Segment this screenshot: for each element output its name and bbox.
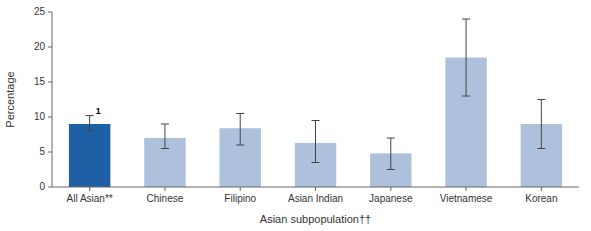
y-tick-label: 10 bbox=[34, 111, 46, 122]
x-tick-label: Asian Indian bbox=[288, 193, 343, 204]
y-tick bbox=[48, 82, 52, 83]
error-bar-cap-low bbox=[537, 148, 545, 149]
error-bar-stem bbox=[89, 116, 90, 131]
error-bar bbox=[537, 100, 545, 149]
annotation: 1 bbox=[96, 106, 101, 116]
error-bar-cap-high bbox=[161, 124, 169, 125]
x-tick bbox=[240, 187, 241, 191]
plot-area bbox=[69, 19, 562, 187]
x-tick bbox=[315, 187, 316, 191]
chart-container: 0 5 10 15 20 25 All Asian** Chinese Filipino Asia… bbox=[0, 0, 591, 231]
error-bar-stem bbox=[390, 138, 391, 170]
bar bbox=[69, 124, 110, 187]
error-bar-cap-low bbox=[86, 131, 94, 132]
error-bar-cap-high bbox=[236, 113, 244, 114]
error-bar-cap-low bbox=[236, 145, 244, 146]
x-tick-label: Korean bbox=[525, 193, 557, 204]
error-bar bbox=[86, 116, 94, 131]
error-bar bbox=[161, 124, 169, 149]
error-bar-cap-high bbox=[537, 99, 545, 100]
error-bar-stem bbox=[315, 121, 316, 163]
error-bar-cap-low bbox=[161, 148, 169, 149]
y-tick bbox=[48, 187, 52, 188]
x-tick-label: Japanese bbox=[369, 193, 413, 204]
y-axis-title: Percentage bbox=[4, 71, 16, 127]
x-tick bbox=[164, 187, 165, 191]
x-tick-label: Filipino bbox=[224, 193, 256, 204]
y-tick bbox=[48, 12, 52, 13]
y-tick-label: 25 bbox=[34, 6, 46, 17]
y-tick bbox=[48, 117, 52, 118]
y-tick-label: 0 bbox=[39, 181, 45, 192]
x-tick-label: All Asian** bbox=[67, 193, 113, 204]
error-bar-stem bbox=[541, 100, 542, 149]
y-axis-line bbox=[52, 12, 53, 187]
error-bar-cap-low bbox=[462, 96, 470, 97]
x-tick bbox=[466, 187, 467, 191]
error-bar-cap-high bbox=[462, 19, 470, 20]
error-bar bbox=[387, 138, 395, 170]
error-bar-cap-high bbox=[387, 138, 395, 139]
error-bar bbox=[312, 121, 320, 163]
y-tick-label: 20 bbox=[34, 41, 46, 52]
error-bar-cap-high bbox=[86, 115, 94, 116]
y-tick bbox=[48, 47, 52, 48]
x-tick bbox=[89, 187, 90, 191]
y-tick-label: 15 bbox=[34, 76, 46, 87]
error-bar-cap-low bbox=[387, 169, 395, 170]
x-tick bbox=[390, 187, 391, 191]
error-bar-stem bbox=[466, 19, 467, 96]
error-bar-stem bbox=[164, 124, 165, 149]
x-tick-label: Vietnamese bbox=[440, 193, 493, 204]
error-bar-stem bbox=[240, 114, 241, 146]
chart-svg: 0 5 10 15 20 25 All Asian** Chinese Filipino Asia… bbox=[0, 0, 591, 231]
error-bar-cap-low bbox=[312, 162, 320, 163]
y-tick-label: 5 bbox=[39, 146, 45, 157]
x-tick-label: Chinese bbox=[147, 193, 184, 204]
x-axis-title: Asian subpopulation†† bbox=[260, 213, 371, 225]
error-bar-cap-high bbox=[312, 120, 320, 121]
error-bar bbox=[462, 19, 470, 96]
y-tick bbox=[48, 152, 52, 153]
error-bar bbox=[236, 114, 244, 146]
x-tick bbox=[541, 187, 542, 191]
